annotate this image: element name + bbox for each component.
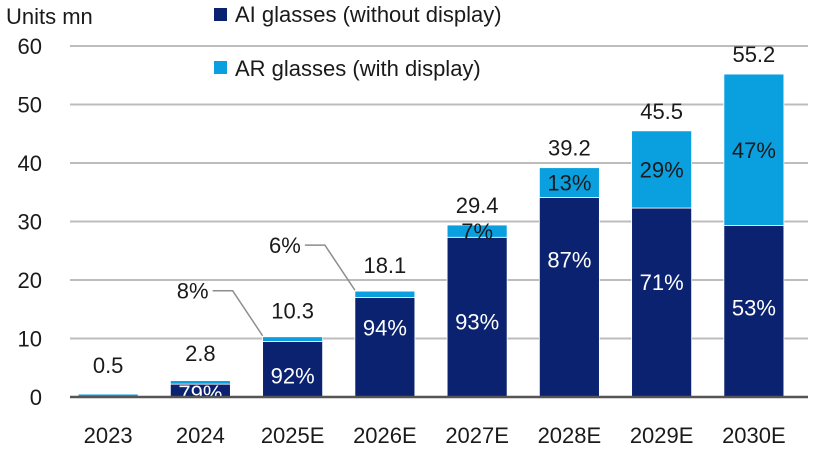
x-tick-label: 2024 xyxy=(176,423,225,448)
share-label-ai-glasses: 71% xyxy=(640,270,684,295)
bar-ai-glasses xyxy=(446,236,508,398)
y-axis-ticks: 0 10 20 30 40 50 60 xyxy=(18,34,42,410)
share-label-ar-glasses: 47% xyxy=(732,138,776,163)
bar-ar-glasses xyxy=(631,130,693,209)
share-label-ai-glasses: 94% xyxy=(363,316,407,341)
share-label-ai-glasses: 53% xyxy=(732,296,776,321)
total-label: 2.8 xyxy=(185,341,216,366)
x-tick-label: 2029E xyxy=(630,423,694,448)
total-label: 55.2 xyxy=(732,42,775,67)
y-tick-label: 40 xyxy=(18,151,42,176)
bar-ai-glasses xyxy=(723,225,785,398)
share-label-ar-glasses: 29% xyxy=(640,157,684,182)
bar-ar-glasses xyxy=(262,336,324,342)
legend-swatch-ai-glasses xyxy=(214,8,227,21)
y-tick-label: 50 xyxy=(18,93,42,118)
total-label: 10.3 xyxy=(271,299,314,324)
y-tick-label: 30 xyxy=(18,210,42,235)
x-tick-label: 2028E xyxy=(538,423,602,448)
bar-group: 29.4 93% 7% xyxy=(446,193,508,398)
total-label: 29.4 xyxy=(456,193,499,218)
total-label: 0.5 xyxy=(93,353,124,378)
x-tick-label: 2023 xyxy=(84,423,133,448)
bar-group: 18.1 94% xyxy=(354,253,416,398)
bar-ai-glasses xyxy=(262,341,324,398)
y-tick-label: 10 xyxy=(18,327,42,352)
y-axis-unit-label: Units mn xyxy=(6,4,93,29)
bar-group: 0.5 xyxy=(77,353,139,398)
bars: 0.5 2.8 79% 10.3 92% 18.1 94% 29.4 93% 7% 39.2 87% 1… xyxy=(77,42,785,406)
legend-label-ai-glasses: AI glasses (without display) xyxy=(235,2,502,27)
bar-ai-glasses xyxy=(538,197,600,398)
bar-ar-glasses xyxy=(169,380,231,385)
callout-leader-line xyxy=(304,244,356,291)
x-tick-label: 2026E xyxy=(353,423,417,448)
legend-item-ai-glasses: AI glasses (without display) xyxy=(214,2,502,27)
bar-ar-glasses xyxy=(354,290,416,298)
bar-ar-glasses xyxy=(446,224,508,238)
bar-group: 10.3 92% xyxy=(262,299,324,398)
share-label-ai-glasses: 79% xyxy=(178,381,222,406)
x-axis-ticks: 2023 2024 2025E 2026E 2027E 2028E 2029E 2030E xyxy=(84,423,786,448)
y-tick-label: 60 xyxy=(18,34,42,59)
x-tick-label: 2025E xyxy=(261,423,325,448)
total-label: 45.5 xyxy=(640,99,683,124)
callout-label: 8% xyxy=(177,279,209,304)
bar-ai-glasses xyxy=(631,207,693,398)
bar-group: 55.2 53% 47% xyxy=(723,42,785,398)
y-tick-label: 0 xyxy=(30,385,42,410)
x-tick-label: 2027E xyxy=(445,423,509,448)
share-label-ai-glasses: 87% xyxy=(547,248,591,273)
bar-group: 39.2 87% 13% xyxy=(538,136,600,398)
bar-group: 2.8 79% xyxy=(169,341,231,406)
share-label-ar-glasses: 13% xyxy=(547,171,591,196)
total-label: 39.2 xyxy=(548,136,591,161)
legend-swatch-ar-glasses xyxy=(214,61,227,74)
callout-leader-line xyxy=(212,289,264,337)
bar-group: 45.5 71% 29% xyxy=(631,99,693,398)
x-tick-label: 2030E xyxy=(722,423,786,448)
total-label: 18.1 xyxy=(363,253,406,278)
callout-label: 6% xyxy=(269,233,301,258)
legend-label-ar-glasses: AR glasses (with display) xyxy=(235,56,481,81)
y-tick-label: 20 xyxy=(18,268,42,293)
legend-item-ar-glasses: AR glasses (with display) xyxy=(214,56,481,81)
legend: AI glasses (without display) AR glasses … xyxy=(214,2,502,81)
bar-ar-glasses xyxy=(538,167,600,198)
bar-ai-glasses xyxy=(354,297,416,398)
bar-ar-glasses xyxy=(723,73,785,226)
callouts: 8% 6% xyxy=(177,233,356,337)
share-label-ai-glasses: 93% xyxy=(455,309,499,334)
share-label-ai-glasses: 92% xyxy=(271,363,315,388)
share-label-ar-glasses: 7% xyxy=(461,219,493,244)
